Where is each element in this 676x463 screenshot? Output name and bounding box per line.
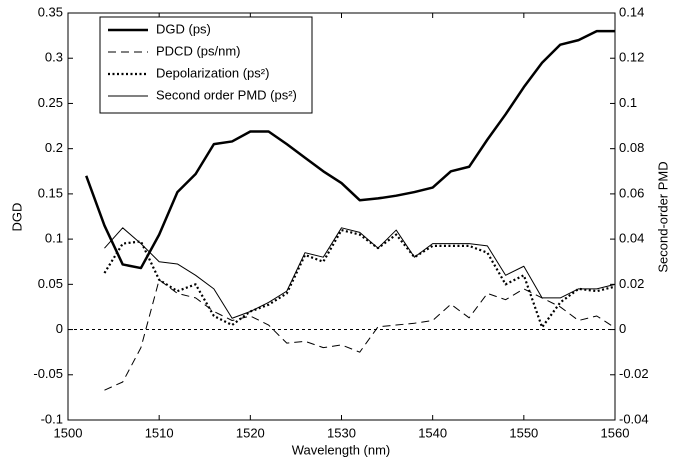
y2-tick-label: 0 (619, 321, 626, 336)
x-tick-label: 1500 (54, 425, 83, 440)
x-tick-label: 1560 (601, 425, 630, 440)
series-line (85, 29, 615, 270)
y2-tick-label: 0.1 (619, 95, 637, 110)
x-tick-label: 1550 (509, 425, 538, 440)
x-axis-label: Wavelength (nm) (292, 442, 391, 457)
y2-tick-label: -0.02 (619, 366, 649, 381)
legend-label: PDCD (ps/nm) (156, 43, 241, 58)
legend-label: DGD (ps) (156, 21, 211, 36)
y-tick-label: 0 (56, 321, 63, 336)
y-tick-label: 0.15 (38, 185, 63, 200)
y-tick-label: -0.05 (33, 366, 63, 381)
y2-tick-label: 0.06 (619, 185, 644, 200)
y2-axis-label: Second-order PMD (655, 161, 670, 272)
x-tick-label: 1540 (418, 425, 447, 440)
legend-label: Depolarization (ps²) (156, 65, 269, 80)
x-tick-label: 1520 (236, 425, 265, 440)
x-tick-label: 1530 (327, 425, 356, 440)
y2-tick-label: 0.14 (619, 4, 644, 19)
y2-tick-label: 0.08 (619, 140, 644, 155)
y-tick-label: 0.05 (38, 276, 63, 291)
y-tick-label: 0.35 (38, 4, 63, 19)
y-tick-label: -0.1 (41, 411, 63, 426)
series-line (104, 227, 616, 319)
series-line (103, 228, 616, 329)
y-tick-label: 0.25 (38, 95, 63, 110)
y2-tick-label: 0.12 (619, 50, 644, 65)
y2-tick-label: 0.02 (619, 276, 644, 291)
y-tick-label: 0.1 (45, 231, 63, 246)
y-tick-label: 0.2 (45, 140, 63, 155)
y2-tick-label: -0.04 (619, 411, 649, 426)
series-line (104, 279, 616, 391)
y-tick-label: 0.3 (45, 50, 63, 65)
y-axis-label: DGD (9, 203, 24, 232)
legend-label: Second order PMD (ps²) (156, 87, 297, 102)
legend-box (99, 16, 313, 114)
y2-tick-label: 0.04 (619, 231, 644, 246)
x-tick-label: 1510 (145, 425, 174, 440)
